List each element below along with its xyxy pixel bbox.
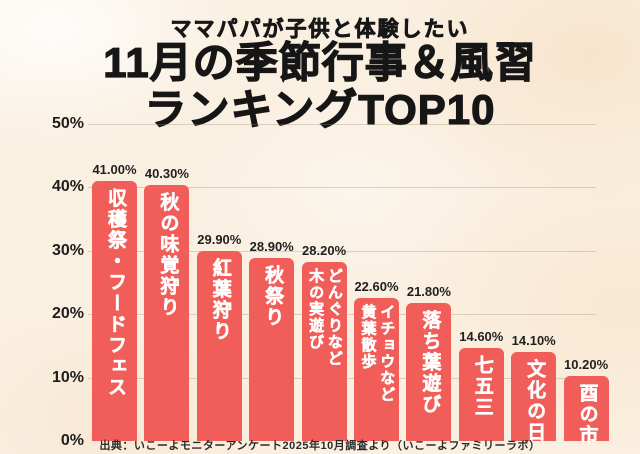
bar: どんぐりなど 木の実遊び (301, 262, 347, 441)
bar-value-label: 28.90% (249, 238, 294, 254)
bar: 秋祭り (249, 257, 295, 441)
grid-line-30 (88, 250, 596, 252)
chart-title-line-1: 11月の季節行事＆風習 (103, 38, 537, 86)
y-axis-tick-label: 40% (51, 178, 84, 196)
bar-value-label: 22.60% (354, 278, 399, 294)
bar: 紅葉狩り (196, 251, 242, 441)
y-axis-tick-label: 10% (51, 368, 84, 386)
bar-category-label: 秋の味覚狩り (157, 192, 179, 319)
bar: 文化の日 (511, 351, 557, 443)
bar: イチョウなど 黄葉散歩 (354, 297, 399, 441)
y-axis-tick-label: 50% (51, 115, 84, 132)
bar: 秋の味覚狩り (144, 185, 190, 441)
bar-category-label: 秋祭り (262, 264, 284, 329)
y-axis-tick-label: 20% (51, 305, 84, 323)
bar-category-label: 酉の市 (576, 383, 598, 447)
grid-line-50 (88, 124, 596, 125)
bar-category-label: 文化の日 (524, 358, 546, 443)
bar: 七五三 (458, 348, 504, 441)
bar: 落ち葉遊び (406, 302, 452, 441)
bar-category-label: 七五三 (471, 355, 493, 419)
bar-value-label: 41.00% (92, 162, 137, 178)
bar-value-label: 29.90% (197, 232, 242, 248)
chart-title: 11月の季節行事＆風習 ランキングTOP10 (0, 38, 640, 133)
bar-value-label: 14.10% (511, 332, 556, 348)
bar-category-label: 収穫祭・フードフェス (104, 188, 126, 399)
bar-category-label: イチョウなど 黄葉散歩 (359, 303, 396, 403)
bar: 収穫祭・フードフェス (92, 181, 137, 441)
y-axis-tick-label: 0% (60, 432, 84, 449)
bar-value-label: 28.20% (302, 243, 347, 259)
bar-category-label: 落ち葉遊び (419, 309, 441, 416)
bar-category-label: 紅葉狩り (209, 258, 231, 343)
chart-subtitle: ママパパが子供と体験したい (170, 18, 470, 42)
y-axis-tick-label: 30% (51, 241, 84, 259)
bar-value-label: 40.30% (144, 166, 189, 182)
bar: 酉の市 (563, 376, 609, 447)
source-note: 出典：いこーよモニターアンケート2025年10月調査より（いこーよファミリーラボ… (99, 440, 541, 452)
chart-title-line-2: ランキングTOP10 (144, 85, 496, 133)
bar-value-label: 10.20% (564, 357, 609, 373)
bar-value-label: 21.80% (406, 283, 451, 299)
grid-line-40 (88, 187, 596, 189)
bar-value-label: 14.60% (459, 329, 504, 345)
bar-category-label: どんぐりなど 木の実遊び (307, 268, 343, 368)
